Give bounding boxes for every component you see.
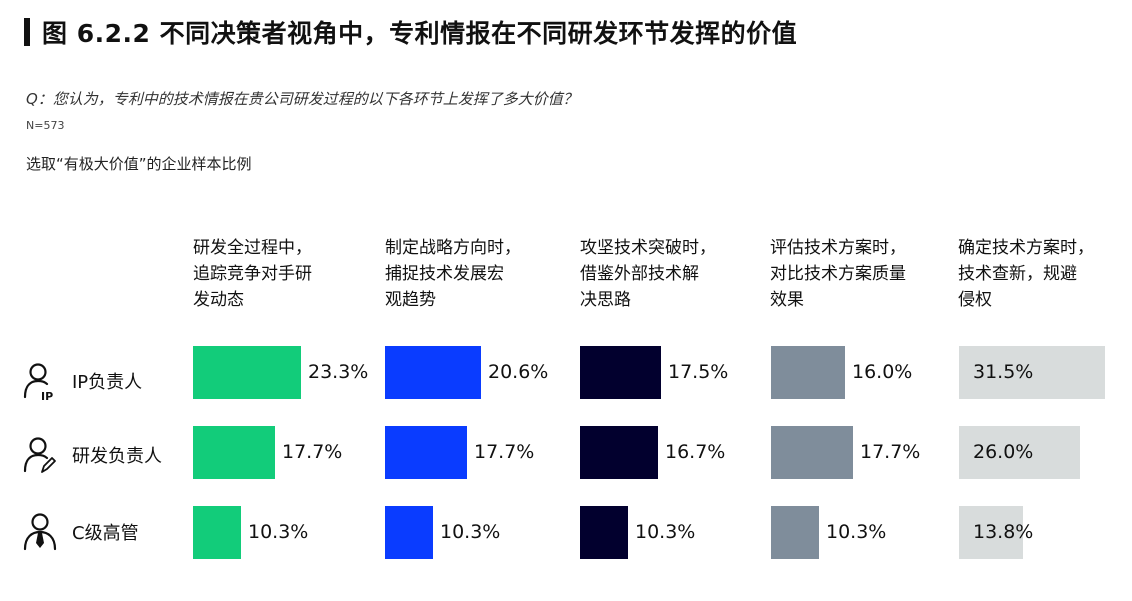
rd-person-icon [23, 437, 56, 473]
data-label-ip-lead-strategy-trends: 20.6% [488, 361, 549, 383]
bar-ip-lead-strategy-trends [385, 346, 481, 399]
data-label-rd-lead-novelty-search: 26.0% [973, 441, 1034, 463]
data-label-ip-lead-solution-evaluation: 16.0% [852, 361, 913, 383]
title-accent-bar [24, 18, 30, 46]
data-label-ip-lead-novelty-search: 31.5% [973, 361, 1034, 383]
row-label-rd-lead: 研发负责人 [22, 428, 162, 482]
data-label-rd-lead-solution-evaluation: 17.7% [860, 441, 921, 463]
bar-rd-lead-novelty-search [959, 426, 1080, 479]
bar-c-suite-novelty-search [959, 506, 1023, 559]
row-label-ip-lead: IP IP负责人 [22, 354, 142, 408]
data-label-c-suite-novelty-search: 13.8% [973, 521, 1034, 543]
executive-icon [23, 513, 57, 551]
bar-ip-lead-tech-breakthrough [580, 346, 661, 399]
column-header-solution-evaluation: 评估技术方案时， 对比技术方案质量 效果 [770, 238, 906, 310]
column-header-competitor-tracking: 研发全过程中， 追踪竞争对手研 发动态 [193, 238, 312, 310]
bar-ip-lead-competitor-tracking [193, 346, 301, 399]
bar-ip-lead-solution-evaluation [771, 346, 845, 399]
row-label-c-suite: C级高管 [22, 505, 139, 559]
bar-c-suite-solution-evaluation [771, 506, 819, 559]
data-label-c-suite-tech-breakthrough: 10.3% [635, 521, 696, 543]
bar-ip-lead-novelty-search [959, 346, 1105, 399]
data-label-c-suite-competitor-tracking: 10.3% [248, 521, 309, 543]
data-label-rd-lead-strategy-trends: 17.7% [474, 441, 535, 463]
data-label-ip-lead-competitor-tracking: 23.3% [308, 361, 369, 383]
chart-subtitle: 选取“有极大价值”的企业样本比例 [26, 155, 252, 173]
bar-c-suite-strategy-trends [385, 506, 433, 559]
data-label-ip-lead-tech-breakthrough: 17.5% [668, 361, 729, 383]
data-label-c-suite-solution-evaluation: 10.3% [826, 521, 887, 543]
bar-c-suite-tech-breakthrough [580, 506, 628, 559]
data-label-rd-lead-tech-breakthrough: 16.7% [665, 441, 726, 463]
sample-size: N=573 [26, 119, 65, 132]
svg-text:IP: IP [41, 390, 53, 401]
data-label-rd-lead-competitor-tracking: 17.7% [282, 441, 343, 463]
row-label-text: 研发负责人 [72, 446, 162, 467]
bar-rd-lead-strategy-trends [385, 426, 467, 479]
row-label-text: C级高管 [72, 523, 139, 544]
ip-person-icon: IP [23, 363, 53, 401]
data-label-c-suite-strategy-trends: 10.3% [440, 521, 501, 543]
page-title: 图 6.2.2 不同决策者视角中，专利情报在不同研发环节发挥的价值 [42, 19, 798, 48]
row-label-text: IP负责人 [72, 372, 143, 393]
survey-question: Q：您认为，专利中的技术情报在贵公司研发过程的以下各环节上发挥了多大价值？ [26, 90, 578, 108]
bar-rd-lead-competitor-tracking [193, 426, 275, 479]
bar-rd-lead-tech-breakthrough [580, 426, 658, 479]
bar-c-suite-competitor-tracking [193, 506, 241, 559]
column-header-novelty-search: 确定技术方案时， 技术查新，规避 侵权 [958, 238, 1094, 310]
column-header-tech-breakthrough: 攻坚技术突破时， 借鉴外部技术解 决思路 [580, 238, 716, 310]
bar-rd-lead-solution-evaluation [771, 426, 853, 479]
column-header-strategy-trends: 制定战略方向时， 捕捉技术发展宏 观趋势 [385, 238, 521, 310]
